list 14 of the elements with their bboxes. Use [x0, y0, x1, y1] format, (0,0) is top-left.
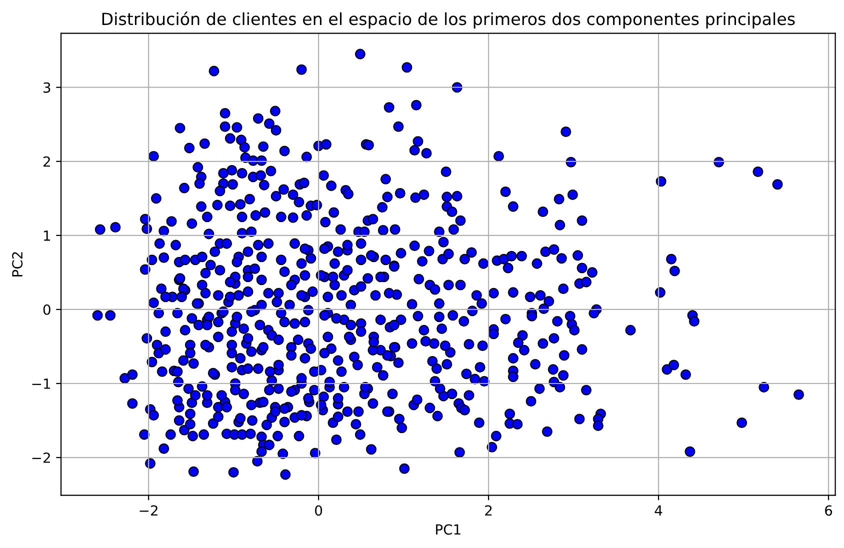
chart-title: Distribución de clientes en el espacio de los primeros dos componentes principales [102, 12, 795, 28]
y-tick-label: 2 [43, 156, 50, 167]
x-axis-title: PC1 [436, 524, 460, 535]
y-tick-label: 1 [44, 230, 50, 241]
x-tick-label: −2 [140, 505, 158, 516]
x-tick-label: 2 [485, 505, 492, 516]
x-tick-label: 6 [825, 505, 832, 516]
y-tick-label: 0 [43, 304, 50, 315]
y-axis-title: PC2 [12, 252, 23, 276]
y-tick-label: −1 [32, 378, 50, 389]
x-tick-label: 4 [654, 505, 662, 516]
y-tick-label: 3 [44, 82, 50, 93]
y-tick-label: −2 [32, 452, 50, 463]
x-tick-label: 0 [315, 505, 322, 516]
